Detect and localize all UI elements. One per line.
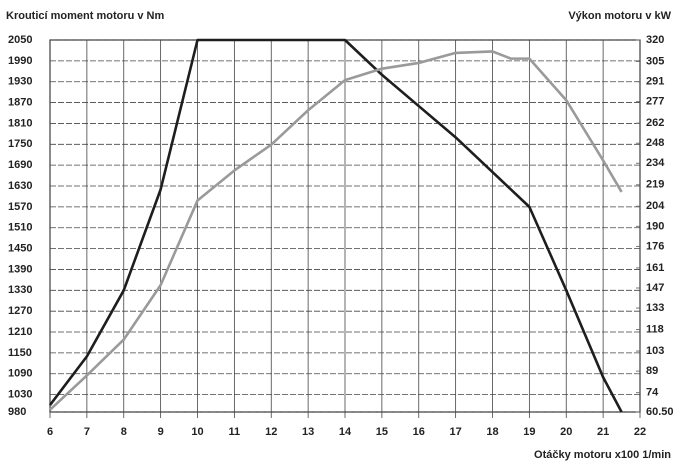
y2-tick-label: 74: [646, 387, 659, 399]
y-tick-label: 1030: [8, 389, 32, 401]
x-tick-label: 14: [339, 426, 352, 438]
y2-tick-label: 133: [646, 302, 664, 314]
y-tick-label: 1510: [8, 222, 32, 234]
x-tick-label: 11: [229, 426, 241, 438]
y-tick-label: 1690: [8, 159, 32, 171]
x-tick-label: 15: [376, 426, 388, 438]
y2-tick-label: 262: [646, 117, 664, 129]
y-tick-label: 980: [8, 406, 26, 418]
y2-tick-label: 204: [646, 200, 665, 212]
x-tick-label: 13: [302, 426, 314, 438]
y2-tick-label: 60.50: [646, 406, 674, 418]
y-tick-label: 1150: [8, 347, 32, 359]
chart-subtitle: Výkon motoru v kW: [568, 10, 671, 22]
y2-tick-label: 103: [646, 345, 664, 357]
y-tick-label: 2050: [8, 34, 32, 46]
y-tick-label: 1870: [8, 96, 32, 108]
y2-tick-label: 89: [646, 365, 658, 377]
x-tick-label: 20: [560, 426, 572, 438]
x-tick-label: 17: [450, 426, 462, 438]
y2-tick-label: 176: [646, 240, 664, 252]
x-tick-label: 21: [597, 426, 609, 438]
y-tick-label: 1090: [8, 368, 32, 380]
x-tick-label: 7: [84, 426, 90, 438]
y2-tick-label: 219: [646, 179, 664, 191]
x-tick-label: 9: [158, 426, 164, 438]
x-tick-label: 10: [191, 426, 203, 438]
x-tick-label: 16: [413, 426, 425, 438]
y2-tick-label: 305: [646, 55, 664, 67]
x-tick-label: 12: [265, 426, 277, 438]
y2-tick-label: 118: [646, 323, 664, 335]
y-tick-label: 1750: [8, 138, 32, 150]
y-tick-label: 1930: [8, 76, 32, 88]
y-tick-label: 1330: [8, 284, 32, 296]
series-line: [49, 50, 623, 411]
y2-tick-label: 190: [646, 220, 664, 232]
y2-tick-label: 161: [646, 262, 664, 274]
y2-tick-label: 234: [646, 157, 665, 169]
y-tick-label: 1450: [8, 243, 32, 255]
y-tick-label: 1270: [8, 305, 32, 317]
x-tick-label: 19: [523, 426, 535, 438]
y2-tick-label: 320: [646, 34, 664, 46]
x-tick-label: 8: [121, 426, 127, 438]
chart-title: Krouticí moment motoru v Nm: [6, 10, 165, 22]
x-tick-label: 22: [634, 426, 646, 438]
y2-tick-label: 248: [646, 137, 664, 149]
y-tick-label: 1570: [8, 201, 32, 213]
y-tick-label: 1810: [8, 117, 32, 129]
y-tick-label: 1390: [8, 263, 32, 275]
x-tick-label: 18: [486, 426, 498, 438]
y2-tick-label: 277: [646, 96, 664, 108]
y2-tick-label: 147: [646, 282, 664, 294]
y2-tick-label: 291: [646, 75, 664, 87]
y-tick-label: 1990: [8, 55, 32, 67]
x-axis-label: Otáčky motoru x100 1/min: [534, 449, 671, 461]
x-tick-label: 6: [47, 426, 53, 438]
y-tick-label: 1630: [8, 180, 32, 192]
series-line: [48, 38, 623, 413]
y-tick-label: 1210: [8, 326, 32, 338]
